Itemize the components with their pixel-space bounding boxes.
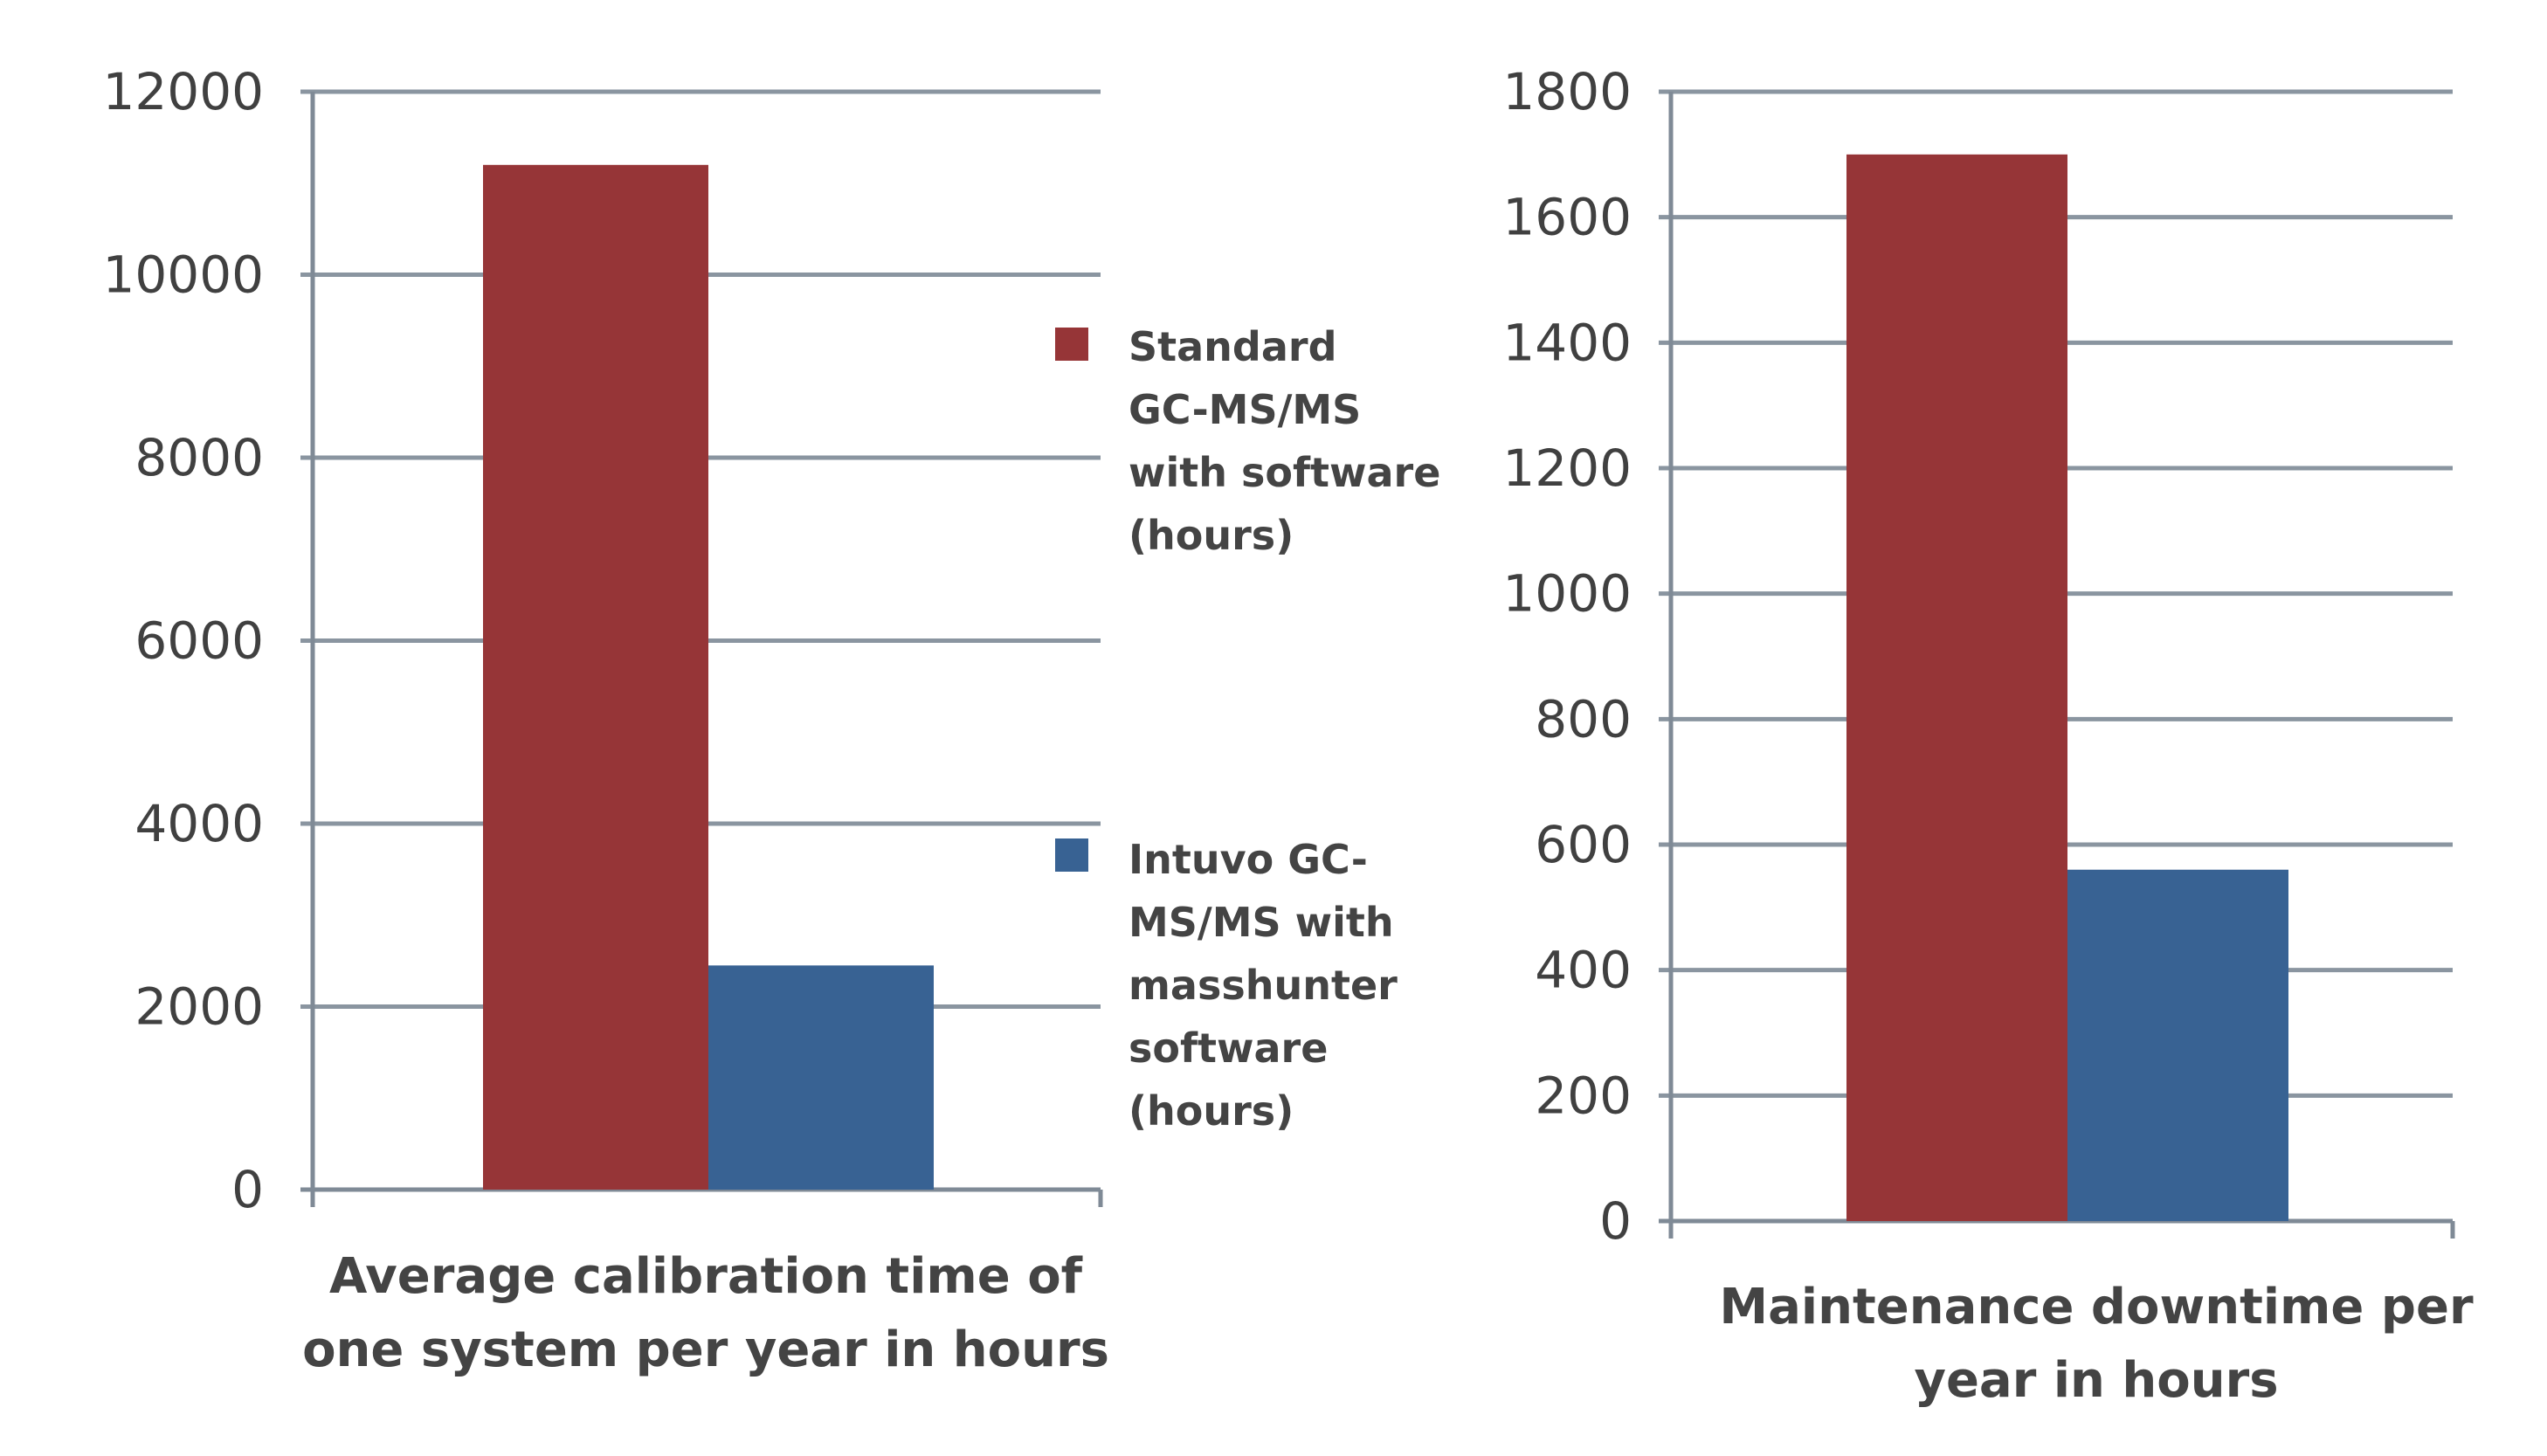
legend-label: (hours)	[1129, 1087, 1294, 1135]
legend-label: Standard	[1129, 323, 1337, 370]
y-tick-label: 1000	[1502, 564, 1632, 624]
y-tick-label: 1200	[1502, 438, 1632, 498]
x-category-label: one system per year in hours	[302, 1321, 1109, 1378]
legend-label: with software	[1129, 449, 1440, 496]
y-tick-label: 10000	[102, 245, 264, 305]
legend-label: (hours)	[1129, 512, 1294, 559]
y-tick-label: 200	[1535, 1066, 1632, 1125]
x-category-label: Average calibration time of	[329, 1248, 1083, 1305]
y-tick-label: 0	[231, 1160, 264, 1219]
y-tick-label: 400	[1535, 941, 1632, 1000]
legend-swatch-intuvo	[1055, 838, 1088, 872]
y-tick-label: 4000	[135, 794, 264, 853]
y-tick-label: 1600	[1502, 188, 1632, 247]
bar-standard	[1846, 154, 2067, 1221]
y-tick-label: 1800	[1502, 62, 1632, 121]
y-tick-label: 2000	[135, 977, 264, 1037]
y-tick-label: 1400	[1502, 313, 1632, 372]
y-tick-label: 12000	[102, 62, 264, 121]
bar-intuvo	[2067, 869, 2288, 1221]
x-category-label: year in hours	[1914, 1352, 2278, 1409]
legend-label: Intuvo GC-	[1129, 836, 1368, 883]
x-category-label: Maintenance downtime per	[1719, 1279, 2474, 1335]
legend: Standard GC-MS/MS with software (hours) Intu…	[1055, 323, 1440, 1135]
bar-intuvo	[708, 965, 934, 1190]
legend-label: masshunter	[1129, 962, 1398, 1009]
bar-standard	[483, 164, 708, 1190]
chart-1: 0 2000 4000 6000 8000 10000 12000 Average calib…	[102, 62, 1108, 1378]
y-tick-label: 6000	[135, 611, 264, 671]
legend-label: GC-MS/MS	[1129, 386, 1361, 433]
legend-swatch-standard	[1055, 328, 1088, 361]
legend-label: MS/MS with	[1129, 899, 1394, 946]
legend-label: software	[1129, 1025, 1328, 1072]
y-tick-label: 800	[1535, 689, 1632, 749]
chart-2: 0 200 400 600 800 1000 1200 1400 1600 1800 Mainten…	[1502, 62, 2474, 1409]
y-tick-label: 0	[1599, 1191, 1632, 1251]
y-tick-label: 8000	[135, 428, 264, 487]
y-tick-label: 600	[1535, 815, 1632, 874]
